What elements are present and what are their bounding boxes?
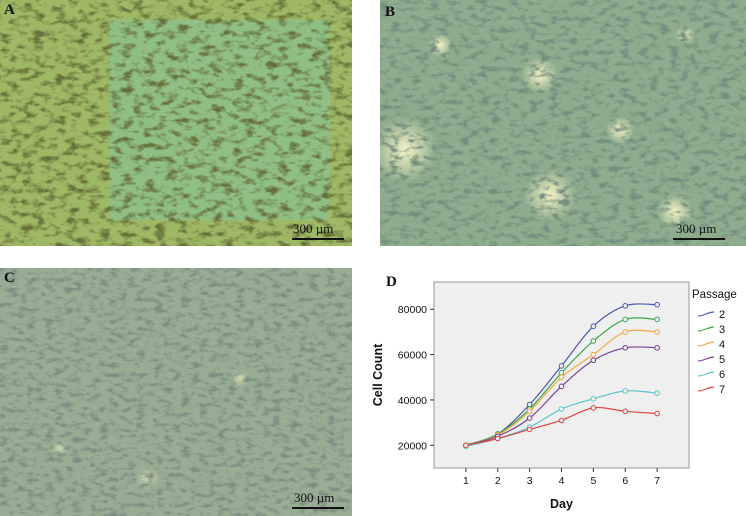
x-tick-label: 2: [495, 475, 501, 487]
x-tick-label: 6: [622, 475, 628, 487]
legend-swatch-6: [697, 371, 715, 377]
data-point-2: [558, 363, 565, 369]
panel-letter-b: B: [385, 4, 396, 20]
legend-label-2: 2: [719, 309, 725, 321]
legend-swatch-4: [697, 341, 715, 347]
data-point-6: [590, 396, 597, 402]
data-point-5: [590, 357, 597, 364]
legend-swatch-3: [697, 326, 715, 332]
data-point-7: [622, 408, 629, 415]
data-point-6: [558, 406, 565, 412]
growth-curve-chart: 1 2 3 4 5 6 7 20000 40000 60000 80000 Day Cell Count…: [371, 281, 737, 511]
data-point-3: [558, 369, 565, 376]
data-point-3: [622, 316, 629, 323]
legend-swatch-5: [697, 356, 715, 362]
legend-swatch-2: [697, 311, 715, 317]
y-tick-label: 80000: [398, 304, 427, 316]
x-tick-label: 3: [527, 475, 533, 487]
data-point-7: [558, 417, 565, 424]
data-point-7: [494, 435, 501, 442]
data-point-5: [526, 415, 533, 421]
legend-label-7: 7: [719, 384, 725, 396]
data-point-4: [526, 408, 533, 415]
micrograph-panel-c: C 300 µm: [0, 268, 352, 516]
legend-swatch-7: [697, 386, 715, 392]
data-point-7: [590, 405, 597, 411]
data-point-6: [654, 390, 660, 396]
data-point-2: [526, 401, 533, 408]
data-point-3: [654, 316, 660, 323]
data-point-3: [590, 338, 597, 344]
x-tick-label: 1: [463, 475, 469, 487]
scale-bar-b: [673, 238, 725, 240]
legend-label-4: 4: [719, 339, 725, 351]
micrograph-image-c: [0, 268, 352, 516]
data-point-7: [463, 442, 469, 449]
panel-letter-c: C: [4, 270, 15, 286]
data-point-5: [622, 344, 629, 351]
panel-letter-d: D: [386, 274, 397, 290]
legend-label-3: 3: [719, 324, 725, 336]
legend-label-5: 5: [719, 354, 725, 366]
x-tick-label: 4: [559, 475, 565, 487]
scale-bar-label-a: 300 µm: [293, 221, 334, 236]
scale-bar-label-b: 300 µm: [676, 221, 717, 236]
data-point-4: [622, 329, 629, 335]
data-point-2: [590, 323, 597, 330]
data-point-4: [558, 374, 565, 381]
data-point-6: [622, 388, 629, 394]
scale-bar-label-c: 300 µm: [294, 490, 335, 505]
x-tick-label: 5: [590, 475, 596, 487]
x-tick-label: 7: [654, 475, 660, 487]
micrograph-panel-a: A 300 µm: [0, 0, 352, 246]
y-tick-label: 60000: [398, 350, 427, 362]
data-point-2: [622, 303, 629, 309]
x-axis-label: Day: [550, 497, 573, 511]
data-point-5: [558, 383, 565, 390]
y-axis-label: Cell Count: [371, 343, 385, 406]
panel-letter-a: A: [4, 2, 15, 18]
y-tick-label: 40000: [398, 395, 427, 407]
micrograph-image-a: [0, 0, 352, 246]
data-point-5: [654, 344, 660, 351]
micrograph-image-b: [380, 0, 746, 246]
chart-panel-d: D 1 2 3 4 5 6 7 20000 40000 60000 80000 Day Cell Cou…: [352, 268, 746, 516]
data-point-4: [590, 351, 597, 358]
data-point-7: [654, 410, 660, 417]
y-tick-label: 20000: [398, 440, 427, 452]
data-point-7: [526, 426, 533, 433]
scale-bar-a: [292, 238, 344, 240]
scale-bar-c: [292, 507, 344, 509]
legend-label-6: 6: [719, 369, 725, 381]
data-point-4: [654, 329, 660, 335]
legend-title: Passage: [692, 289, 737, 301]
micrograph-panel-b: B 300 µm: [380, 0, 746, 246]
data-point-2: [654, 301, 660, 308]
